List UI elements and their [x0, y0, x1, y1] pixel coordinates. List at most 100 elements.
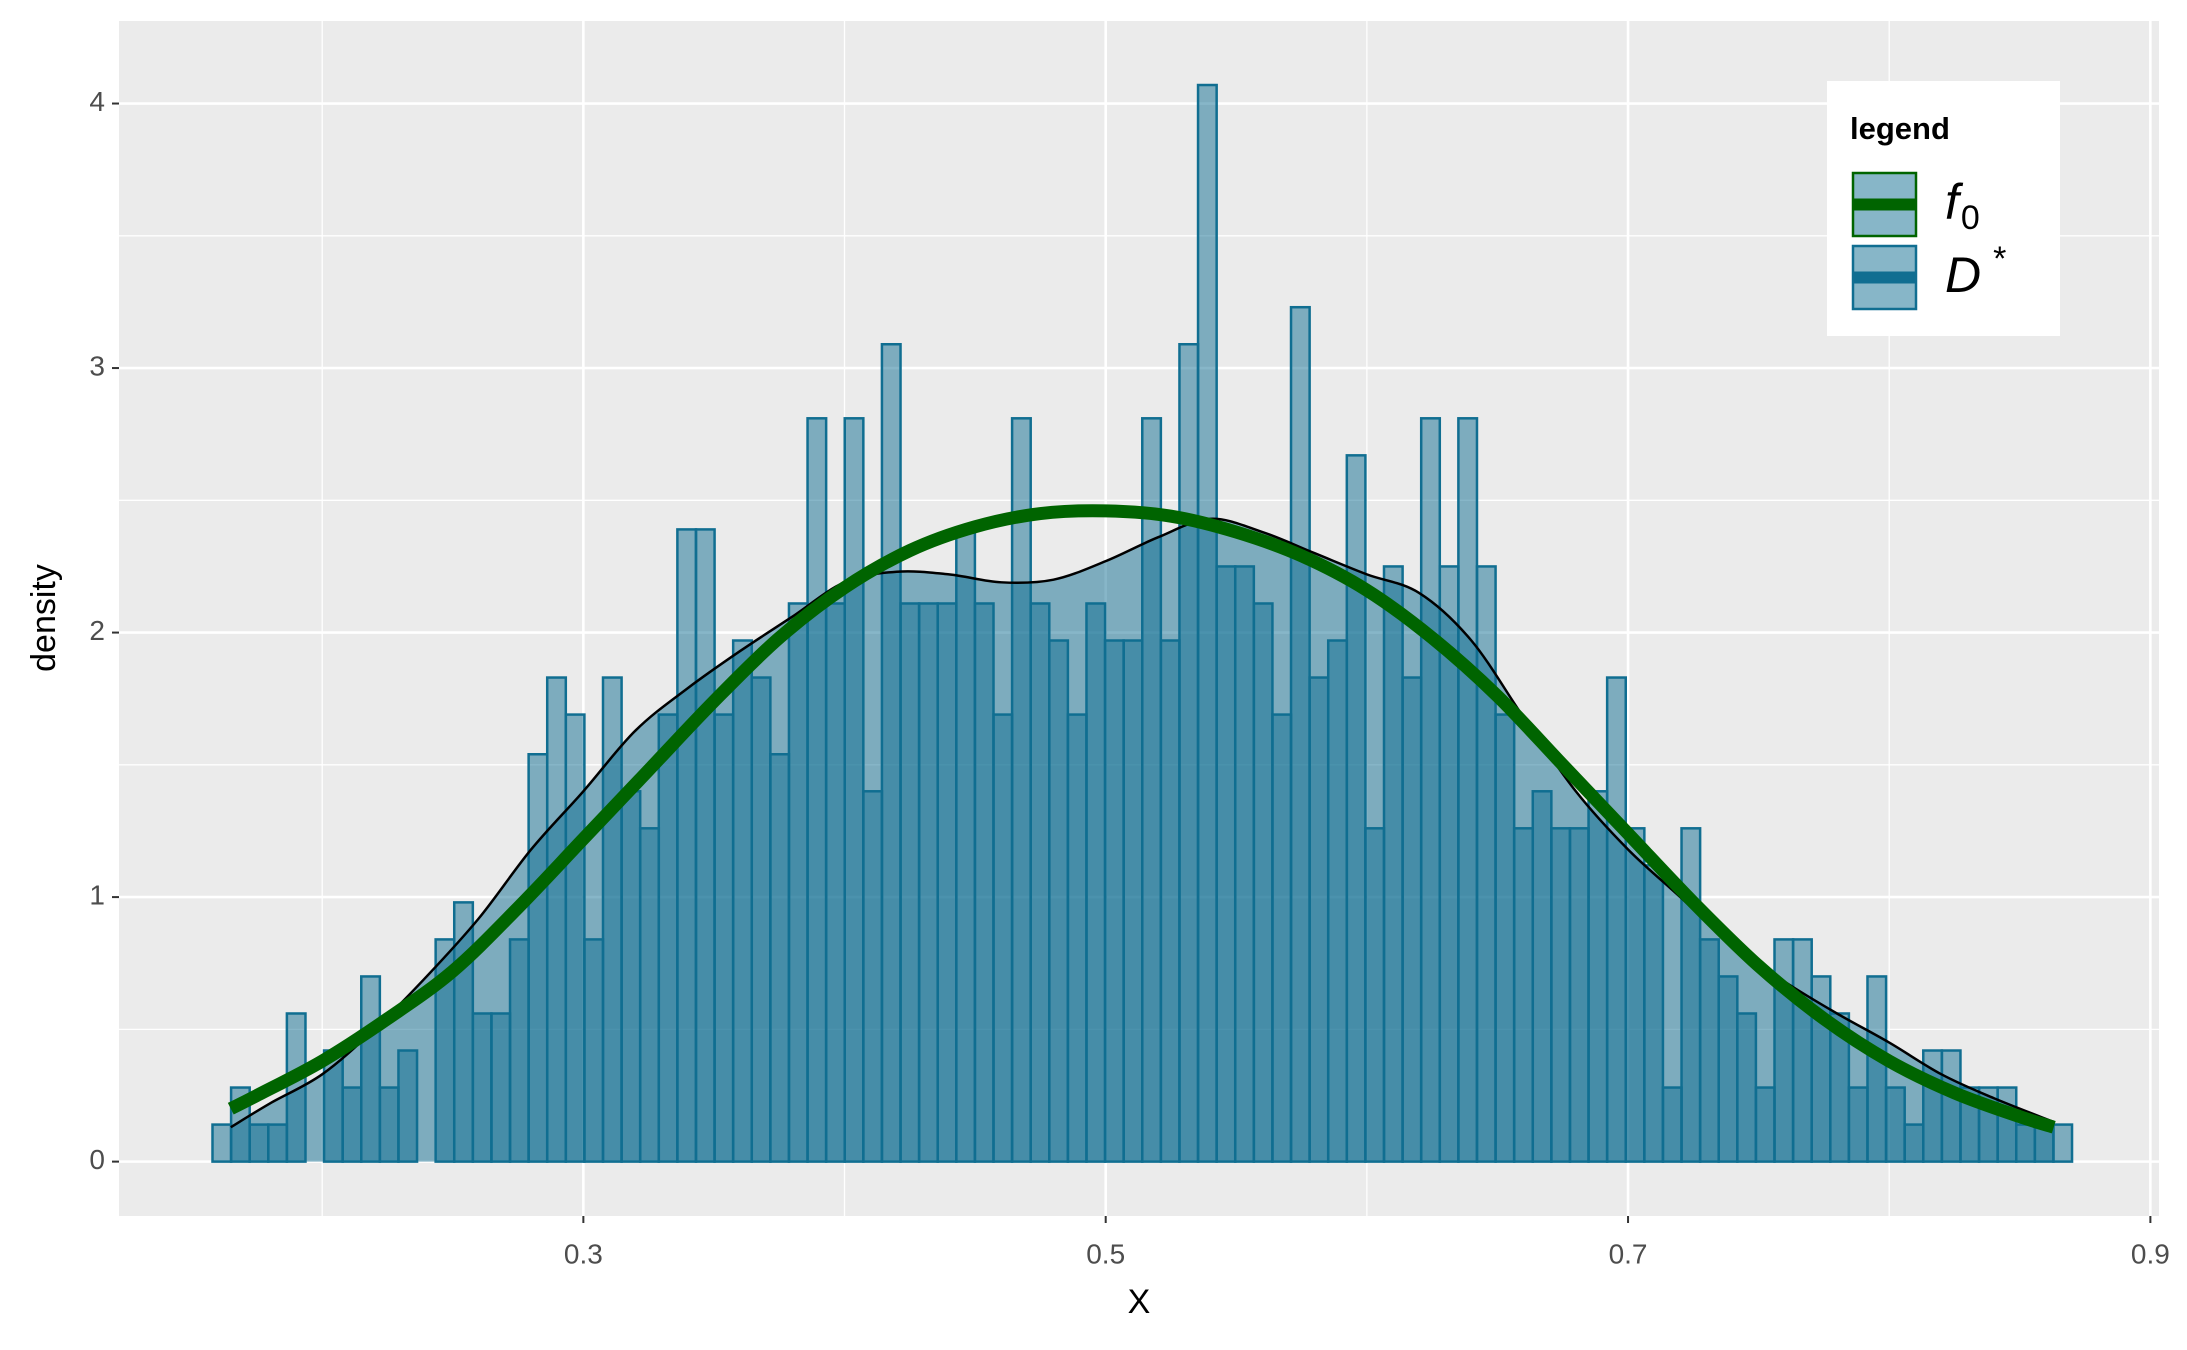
- bar: [1661, 1086, 1683, 1163]
- bar: [1698, 938, 1720, 1163]
- bar: [1271, 713, 1293, 1163]
- y-tick-label: 1: [89, 879, 105, 910]
- bar: [1884, 1086, 1906, 1163]
- bar: [1773, 938, 1795, 1163]
- bar: [1791, 938, 1813, 1163]
- bar: [880, 342, 902, 1163]
- bar: [620, 790, 642, 1163]
- bar: [583, 938, 605, 1163]
- bar: [471, 1012, 493, 1163]
- bar: [657, 713, 679, 1163]
- bar: [1066, 713, 1088, 1163]
- legend-label-base: D: [1945, 247, 1981, 303]
- bar: [750, 676, 772, 1163]
- bar: [490, 1012, 512, 1163]
- y-tick-label: 2: [89, 615, 105, 646]
- bar: [1494, 713, 1516, 1163]
- bar: [676, 528, 698, 1163]
- bar: [2052, 1123, 2074, 1163]
- y-tick-label: 0: [89, 1144, 105, 1175]
- x-tick-label: 0.5: [1086, 1238, 1125, 1269]
- bar: [1326, 639, 1349, 1163]
- bar: [1178, 342, 1200, 1163]
- bar: [564, 713, 586, 1163]
- bar: [806, 417, 828, 1163]
- bar: [973, 602, 995, 1163]
- bar: [1550, 827, 1572, 1163]
- legend-label-sub: 0: [1961, 199, 1980, 237]
- bar: [2014, 1123, 2037, 1163]
- bar: [694, 528, 716, 1163]
- bar: [397, 1049, 419, 1163]
- bar: [787, 602, 809, 1163]
- bar: [1010, 417, 1032, 1163]
- bar: [992, 713, 1014, 1163]
- bar: [1736, 1012, 1758, 1163]
- bar: [1252, 602, 1274, 1163]
- bar: [1457, 417, 1479, 1163]
- bar: [1048, 639, 1070, 1163]
- bar: [1996, 1086, 2018, 1163]
- legend-label: D *: [1945, 240, 2006, 303]
- bar: [1364, 827, 1386, 1163]
- bar: [1531, 790, 1553, 1163]
- y-tick-label: 4: [89, 86, 105, 117]
- bar: [1289, 305, 1311, 1163]
- bar: [917, 602, 939, 1163]
- bar: [1103, 639, 1125, 1163]
- bar: [1512, 827, 1535, 1163]
- bar: [267, 1123, 289, 1163]
- bar: [769, 753, 791, 1163]
- bar: [452, 901, 475, 1163]
- bar: [1029, 602, 1051, 1163]
- bar: [1159, 639, 1181, 1163]
- bar: [1122, 639, 1144, 1163]
- bar: [1401, 676, 1423, 1163]
- bar: [1587, 790, 1609, 1163]
- bar: [1419, 417, 1442, 1163]
- bar: [1308, 676, 1330, 1163]
- bar: [1233, 565, 1256, 1163]
- bar: [1903, 1123, 1925, 1163]
- y-axis-title: density: [25, 564, 63, 672]
- bar: [1141, 417, 1163, 1163]
- bar: [378, 1086, 400, 1163]
- bar: [1345, 454, 1367, 1163]
- bar: [731, 639, 754, 1163]
- bar: [285, 1012, 307, 1163]
- bar: [1382, 565, 1404, 1163]
- bar: [1922, 1049, 1944, 1163]
- legend-label-sup: *: [1993, 240, 2006, 278]
- bar: [1605, 676, 1627, 1163]
- bar: [713, 713, 735, 1163]
- bar: [1624, 827, 1646, 1163]
- bar: [1940, 1049, 1962, 1163]
- bar: [1215, 565, 1237, 1163]
- bar: [638, 827, 661, 1163]
- bar: [862, 790, 884, 1163]
- bar: [211, 1123, 233, 1163]
- bar: [1866, 975, 1888, 1163]
- bar: [1847, 1086, 1869, 1163]
- x-tick-label: 0.3: [564, 1238, 603, 1269]
- bar: [1717, 975, 1739, 1163]
- marks: [211, 83, 2074, 1163]
- bar: [1754, 1086, 1776, 1163]
- bar: [1085, 602, 1107, 1163]
- y-tick-label: 3: [89, 350, 105, 381]
- bar: [1568, 827, 1590, 1163]
- bar: [341, 1086, 363, 1163]
- legend-title: legend: [1850, 111, 1950, 146]
- bar: [899, 602, 921, 1163]
- bar: [527, 753, 549, 1163]
- bar: [1680, 827, 1702, 1163]
- x-axis-title: X: [1128, 1283, 1151, 1321]
- bar: [1643, 864, 1665, 1163]
- bar: [843, 417, 865, 1163]
- bar: [248, 1123, 270, 1163]
- axes: 0.3 0.5 0.7 0.9 0 1 2 3 4: [89, 86, 2169, 1269]
- x-tick-label: 0.9: [2131, 1238, 2170, 1269]
